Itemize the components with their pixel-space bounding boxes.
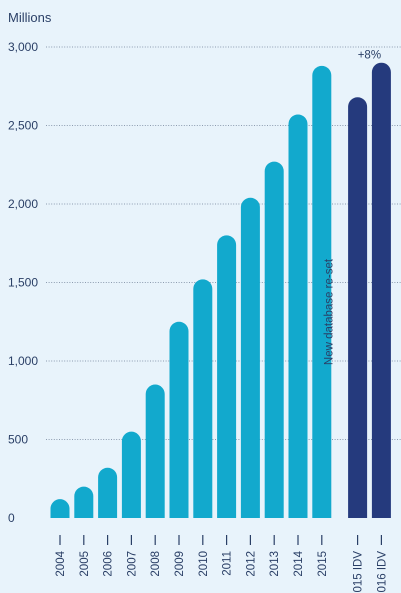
bar-2013 [264,161,284,519]
x-axis-ticks: 2004 2005 2006 2007 2008 2009 2010 2011 2012 2013… [55,535,388,593]
x-tick-label: 2012 [245,551,257,577]
x-tick: 2006 [103,535,115,577]
bar-2014 [288,114,308,518]
x-tick: 2012 [245,535,257,577]
x-tick-label: 2014 [293,550,305,576]
y-tick-label: 1,000 [8,354,38,368]
x-tick: 2009 [174,535,186,577]
bar-2015 [312,65,332,518]
y-tick-label: 2,000 [8,197,38,211]
x-tick-label: 2011 [222,551,234,576]
x-tick: 2007 [126,535,138,577]
x-tick-label: 2007 [126,551,138,577]
bar-2015-idv [348,97,368,519]
x-tick-label: 2010 [198,551,210,577]
bar-2005 [74,486,94,518]
x-tick-label: 2013 [269,551,281,577]
x-tick-label: 2015 IDV [353,551,365,593]
bar-2016-idv [371,62,391,518]
x-tick: 2016 IDV [376,535,388,593]
bar-2009 [169,321,189,518]
bar-2004 [50,499,70,518]
x-tick-label: 2016 IDV [376,551,388,593]
x-tick: 2005 [79,535,91,577]
y-axis-unit-label: Millions [8,10,52,25]
y-tick-label: 2,500 [8,119,38,133]
x-tick-label: 2006 [103,551,115,577]
bar-2006 [98,467,118,518]
y-tick-label: 500 [8,433,28,447]
x-tick-label: 2004 [55,550,67,576]
x-tick: 2011 [222,535,234,576]
x-tick-label: 2005 [79,551,91,577]
y-tick-label: 3,000 [8,40,38,54]
x-tick-label: 2008 [150,551,162,577]
x-tick: 2015 [317,535,329,577]
x-tick: 2015 IDV [353,535,365,593]
x-tick-label: 2015 [317,551,329,577]
y-tick-label: 0 [8,511,15,525]
x-tick: 2004 [55,535,67,577]
x-tick-label: 2009 [174,551,186,577]
x-tick: 2010 [198,535,210,577]
growth-annotation: +8% [358,50,381,62]
bar-2011 [217,235,237,518]
x-tick: 2014 [293,535,305,577]
database-reset-annotation: New database re-set [324,258,336,365]
y-axis-ticks: 0 500 1,000 1,500 2,000 2,500 3,000 [8,40,38,525]
bar-2012 [240,197,260,518]
y-tick-label: 1,500 [8,276,38,290]
bars [50,62,391,519]
bar-2010 [193,279,213,518]
bar-2007 [121,431,141,518]
x-tick: 2013 [269,535,281,577]
x-tick: 2008 [150,535,162,577]
bar-2008 [145,384,165,518]
